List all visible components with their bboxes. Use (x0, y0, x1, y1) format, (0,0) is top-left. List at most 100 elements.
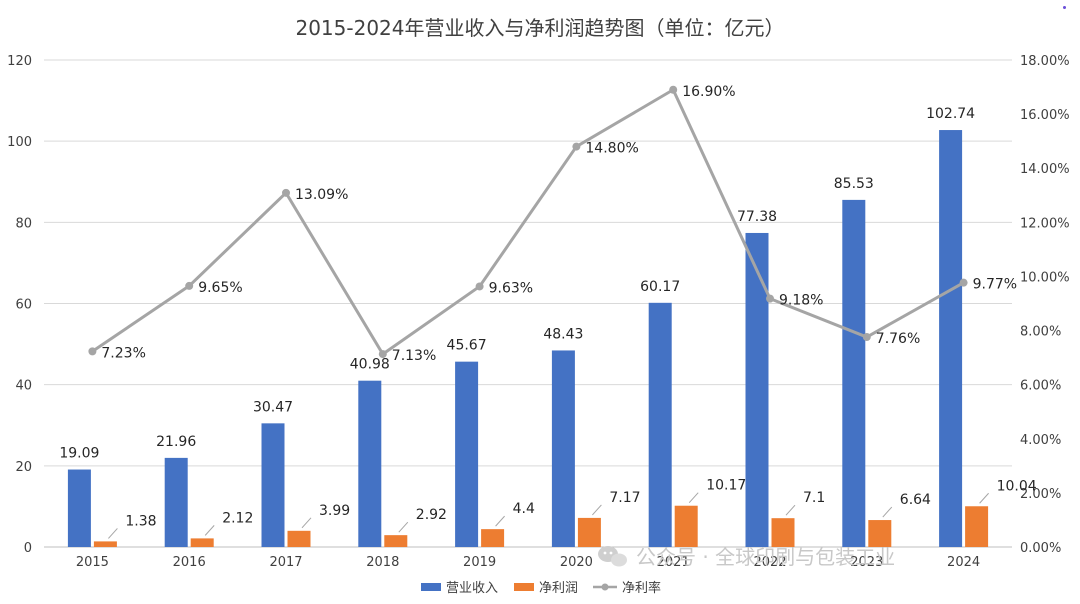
net-margin-line (88, 85, 968, 359)
net-margin-label: 7.13% (392, 348, 436, 364)
net-margin-point (475, 282, 484, 291)
left-axis: 0 20 40 60 80 100 120 (7, 54, 32, 556)
revenue-bar (455, 361, 479, 547)
leader-line (301, 517, 312, 529)
left-tick-label: 100 (7, 135, 32, 150)
net-margin-point (88, 347, 97, 356)
revenue-label: 40.98 (350, 357, 390, 373)
net-margin-label: 9.65% (198, 280, 242, 296)
revenue-bar (648, 302, 672, 547)
left-tick-label: 40 (15, 379, 32, 394)
revenue-bar (551, 350, 575, 547)
net-margin-point (282, 188, 290, 197)
revenue-label: 48.43 (543, 326, 583, 342)
revenue-label: 19.09 (59, 446, 99, 462)
net-margin-point (959, 278, 968, 287)
revenue-label: 102.74 (926, 106, 975, 122)
net-margin-point (572, 142, 581, 151)
wechat-icon (598, 546, 627, 567)
profit-label: 7.1 (803, 490, 825, 506)
left-tick-label: 60 (15, 298, 32, 313)
profit-bar (384, 535, 408, 547)
right-tick-label: 0.00% (1020, 541, 1061, 556)
right-tick-label: 14.00% (1020, 162, 1070, 177)
revenue-label: 85.53 (834, 176, 874, 192)
right-tick-label: 10.00% (1020, 270, 1070, 285)
right-tick-label: 16.00% (1020, 108, 1070, 123)
profit-bar (481, 529, 505, 547)
right-axis: 0.00% 2.00% 4.00% 6.00% 8.00% 10.00% 12.00% 14.… (1020, 54, 1070, 556)
revenue-label: 21.96 (156, 434, 196, 450)
leader-line (688, 492, 699, 504)
right-tick-label: 8.00% (1020, 325, 1061, 340)
revenue-label: 45.67 (447, 338, 487, 354)
x-tick-label: 2022 (753, 555, 786, 570)
x-tick-label: 2024 (947, 555, 980, 570)
net-margin-label: 7.76% (876, 331, 920, 347)
profit-bar (965, 506, 989, 547)
x-tick-label: 2016 (173, 555, 206, 570)
profit-label: 10.17 (706, 478, 746, 494)
revenue-bar (745, 232, 769, 547)
legend: 营业收入 净利润 净利率 (421, 580, 661, 596)
revenue-bar (939, 130, 963, 548)
profit-label: 10.04 (997, 478, 1037, 494)
legend-swatch-profit (514, 583, 534, 591)
profit-label: 1.38 (125, 513, 156, 529)
revenue-label: 30.47 (253, 399, 293, 415)
profit-label: 6.64 (900, 492, 931, 508)
profit-label: 7.17 (609, 490, 640, 506)
revenue-label: 60.17 (640, 279, 680, 295)
x-tick-label: 2019 (463, 555, 496, 570)
net-margin-polyline (91, 88, 965, 356)
legend-label-revenue: 营业收入 (446, 581, 498, 596)
net-margin-label: 16.90% (682, 84, 735, 100)
x-tick-label: 2021 (657, 555, 690, 570)
revenue-bar (842, 199, 866, 547)
net-margin-label: 9.18% (779, 293, 823, 309)
leader-line (785, 504, 796, 516)
net-margin-label: 9.77% (973, 277, 1017, 293)
revenue-bar (67, 469, 91, 547)
profit-bar (868, 520, 892, 547)
chart-title: 2015-2024年营业收入与净利润趋势图（单位：亿元） (295, 16, 784, 40)
watermark: 公众号 · 全球印刷与包装工业 (598, 545, 895, 569)
right-tick-label: 4.00% (1020, 433, 1061, 448)
right-tick-label: 18.00% (1020, 54, 1070, 69)
legend-swatch-revenue (421, 583, 441, 591)
left-tick-label: 80 (15, 216, 32, 231)
x-tick-label: 2017 (269, 555, 302, 570)
leader-line (882, 506, 893, 518)
leader-line (495, 515, 505, 527)
left-tick-label: 0 (24, 541, 32, 556)
profit-label: 2.12 (222, 510, 253, 526)
net-margin-point (378, 350, 387, 359)
profit-label: 2.92 (416, 507, 447, 523)
revenue-bar (358, 380, 382, 547)
net-margin-label: 7.23% (101, 345, 145, 361)
net-margin-label: 9.63% (489, 280, 533, 296)
left-tick-label: 120 (7, 54, 32, 69)
x-tick-label: 2015 (76, 555, 109, 570)
profit-label: 3.99 (319, 503, 350, 519)
revenue-label: 77.38 (737, 209, 777, 225)
gridlines (44, 59, 1012, 467)
net-margin-point (185, 281, 194, 290)
leader-line (398, 521, 409, 533)
profit-bar (287, 530, 311, 547)
data-labels: 19.09 1.38 21.96 2.12 30.47 3.99 40.98 2.92 45.6… (59, 84, 1037, 539)
revenue-bar (261, 423, 285, 547)
x-tick-label: 2023 (850, 555, 883, 570)
net-margin-point (766, 294, 774, 303)
profit-bar (190, 538, 214, 547)
net-margin-point (669, 85, 678, 94)
corner-dot (1063, 6, 1066, 9)
net-margin-point (862, 333, 871, 342)
leader-line (592, 504, 602, 516)
x-tick-label: 2020 (560, 555, 593, 570)
profit-bar (674, 505, 698, 547)
profit-label: 4.4 (513, 501, 535, 517)
leader-line (979, 492, 989, 504)
profit-bar (577, 517, 601, 547)
